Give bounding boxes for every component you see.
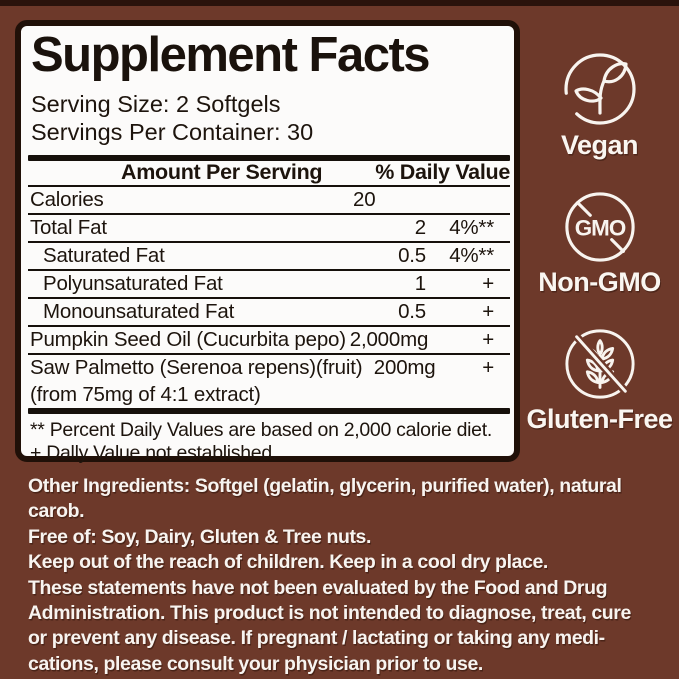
- gmo-text: GMO: [574, 215, 625, 240]
- row-name: Saw Palmetto (Serenoa repens)(fruit): [30, 355, 363, 379]
- table-row-calories: Calories 20: [28, 187, 510, 215]
- other-ingredients-line: carob.: [28, 500, 85, 523]
- row-name-continued: (from 75mg of 4:1 extract): [30, 382, 261, 406]
- bottom-paragraphs: Other Ingredients: Softgel (gelatin, gly…: [28, 474, 673, 677]
- certification-badges: Vegan GMO Non-GMO: [520, 51, 679, 464]
- free-of-line: Free of: Soy, Dairy, Gluten & Tree nuts.: [28, 525, 372, 548]
- thick-divider-top: [28, 154, 510, 161]
- row-amount: 20: [353, 187, 376, 211]
- keep-out-of-reach-line: Keep out of the reach of children. Keep …: [28, 551, 548, 574]
- row-daily-value: +: [482, 271, 494, 295]
- row-amount: 1: [414, 271, 426, 295]
- row-amount: 2: [414, 215, 426, 239]
- footnote-daily-values: ** Percent Daily Values are based on 2,0…: [30, 418, 492, 441]
- gluten-free-label: Gluten-Free: [526, 404, 673, 434]
- table-header: Amount Per Serving % Daily Value: [28, 160, 510, 187]
- row-name: Pumpkin Seed Oil (Cucurbita pepo): [30, 327, 346, 351]
- fda-disclaimer-line: or prevent any disease. If pregnant / la…: [28, 627, 605, 650]
- table-row-saw-palmetto: Saw Palmetto (Serenoa repens)(fruit) 200…: [28, 355, 510, 408]
- row-daily-value: 4%**: [449, 243, 494, 267]
- fda-disclaimer-line: These statements have not been evaluated…: [28, 576, 608, 599]
- sprout-icon: [563, 53, 636, 125]
- row-name: Saturated Fat: [43, 243, 165, 267]
- footnote-dv-not-established: + Dally Value not established.: [30, 442, 278, 465]
- other-ingredients-line: Other Ingredients: Softgel (gelatin, gly…: [28, 475, 622, 497]
- row-amount: 0.5: [398, 243, 426, 267]
- vegan-label: Vegan: [560, 130, 639, 160]
- fda-disclaimer-line: Administration. This product is not inte…: [28, 602, 631, 625]
- table-row-pumpkin-seed-oil: Pumpkin Seed Oil (Cucurbita pepo) 2,000m…: [28, 327, 510, 355]
- table-row-total-fat: Total Fat 2 4%**: [28, 215, 510, 243]
- panel-title: Supplement Facts: [31, 28, 431, 82]
- top-strip: [0, 0, 679, 6]
- serving-size: Serving Size: 2 Softgels: [31, 90, 281, 117]
- row-daily-value: 4%**: [449, 215, 494, 239]
- row-amount: 2,000mg: [349, 327, 429, 351]
- servings-per-container: Servings Per Container: 30: [31, 118, 314, 145]
- supplement-facts-panel: Supplement Facts Serving Size: 2 Softgel…: [15, 20, 520, 464]
- non-gmo-badge: GMO Non-GMO: [520, 190, 679, 298]
- row-daily-value: +: [482, 327, 494, 351]
- daily-value-header: % Daily Value: [375, 160, 510, 185]
- no-gmo-icon: GMO: [564, 192, 635, 262]
- row-name: Monounsaturated Fat: [43, 299, 235, 323]
- table-row-saturated-fat: Saturated Fat 0.5 4%**: [28, 243, 510, 271]
- non-gmo-label: Non-GMO: [538, 267, 661, 297]
- row-daily-value: +: [482, 299, 494, 323]
- thick-divider-bottom: [28, 407, 510, 414]
- row-daily-value: +: [482, 355, 494, 379]
- row-name: Total Fat: [30, 215, 107, 239]
- row-name: Calories: [30, 187, 104, 211]
- row-amount: 0.5: [398, 299, 426, 323]
- table-row-polyunsaturated-fat: Polyunsaturated Fat 1 +: [28, 271, 510, 299]
- row-amount: 200mg: [373, 355, 436, 379]
- fda-disclaimer-line: cations, please consult your physician p…: [28, 652, 483, 675]
- no-wheat-icon: [564, 329, 635, 399]
- amount-per-serving-header: Amount Per Serving: [120, 160, 323, 185]
- row-name: Polyunsaturated Fat: [43, 271, 223, 295]
- vegan-badge: Vegan: [520, 51, 679, 161]
- gluten-free-badge: Gluten-Free: [520, 327, 679, 435]
- table-row-monounsaturated-fat: Monounsaturated Fat 0.5 +: [28, 299, 510, 327]
